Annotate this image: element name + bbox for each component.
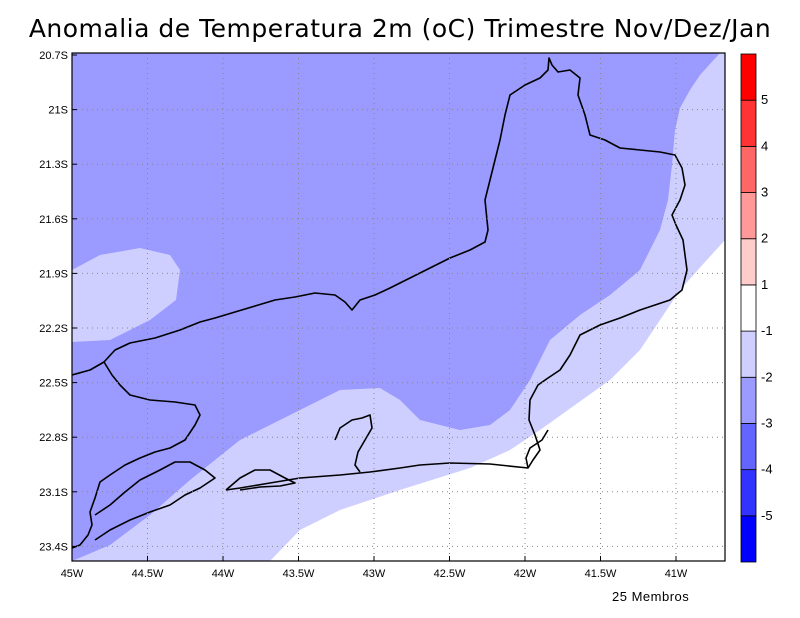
guanabara-coast [334,414,373,473]
y-tick-label: 23.1S [39,487,68,499]
y-tick-label: 22.5S [39,378,68,390]
colorbar-swatch [740,145,757,193]
x-tick-label: 43W [363,568,386,580]
x-tick-label: 42W [514,568,537,580]
x-tick-label: 41.5W [585,568,617,580]
colorbar-label: -3 [761,415,773,430]
colorbar-label: 5 [761,92,768,107]
colorbar-swatch [740,469,757,517]
field-minus1-patch [72,248,180,342]
y-tick-label: 21.9S [39,268,68,280]
plot-frame [71,52,726,562]
colorbar-label: 2 [761,231,768,246]
angra-coast [94,461,216,541]
colorbar-label: 1 [761,277,768,292]
colorbar-label: -2 [761,369,773,384]
anomaly-field [72,53,725,561]
inland-border [72,361,201,549]
x-tick-label: 42.5W [434,568,466,580]
y-tick-label: 23.4S [39,541,68,553]
colorbar-swatch [740,53,757,101]
y-tick-label: 21.6S [39,214,68,226]
bay-coast [225,469,296,491]
field-minus2 [72,53,720,561]
boundaries [72,57,688,549]
colorbar-label: 4 [761,138,768,153]
colorbar-label: -4 [761,462,773,477]
state-border [72,57,688,491]
x-tick-label: 44.5W [132,568,164,580]
colorbar-swatch [740,515,757,563]
y-tick-label: 21.3S [39,159,68,171]
y-tick-label: 21S [48,105,68,117]
x-tick-label: 45W [61,568,84,580]
colorbar-swatch [740,423,757,471]
colorbar-swatch [740,99,757,147]
colorbar-label: 3 [761,185,768,200]
colorbar-label: -1 [761,323,773,338]
x-tick-label: 44W [212,568,235,580]
x-axis: 45W 44.5W 44W 43.5W 43W 42.5W 42W 41.5W 41W [61,556,688,580]
colorbar-label: -5 [761,508,773,523]
map-title: Anomalia de Temperatura 2m (oC) Trimestr… [28,14,772,43]
y-tick-label: 22.2S [39,323,68,335]
y-tick-label: 22.8S [39,432,68,444]
y-tick-label: 20.7S [39,50,68,62]
y-axis: 20.7S 21S 21.3S 21.6S 21.9S 22.2S 22.5S 22.8S 23… [39,50,77,553]
x-tick-label: 43.5W [283,568,315,580]
colorbar-swatch [740,284,757,332]
colorbar: -5 -4 -3 -2 -1 1 2 3 4 5 [740,53,773,563]
x-tick-label: 41W [665,568,688,580]
colorbar-swatch [740,376,757,424]
ensemble-members-label: 25 Membros [612,589,690,604]
cabo-frio-coast [525,429,549,469]
colorbar-swatch [740,192,757,240]
colorbar-swatch [740,330,757,378]
colorbar-swatch [740,238,757,286]
